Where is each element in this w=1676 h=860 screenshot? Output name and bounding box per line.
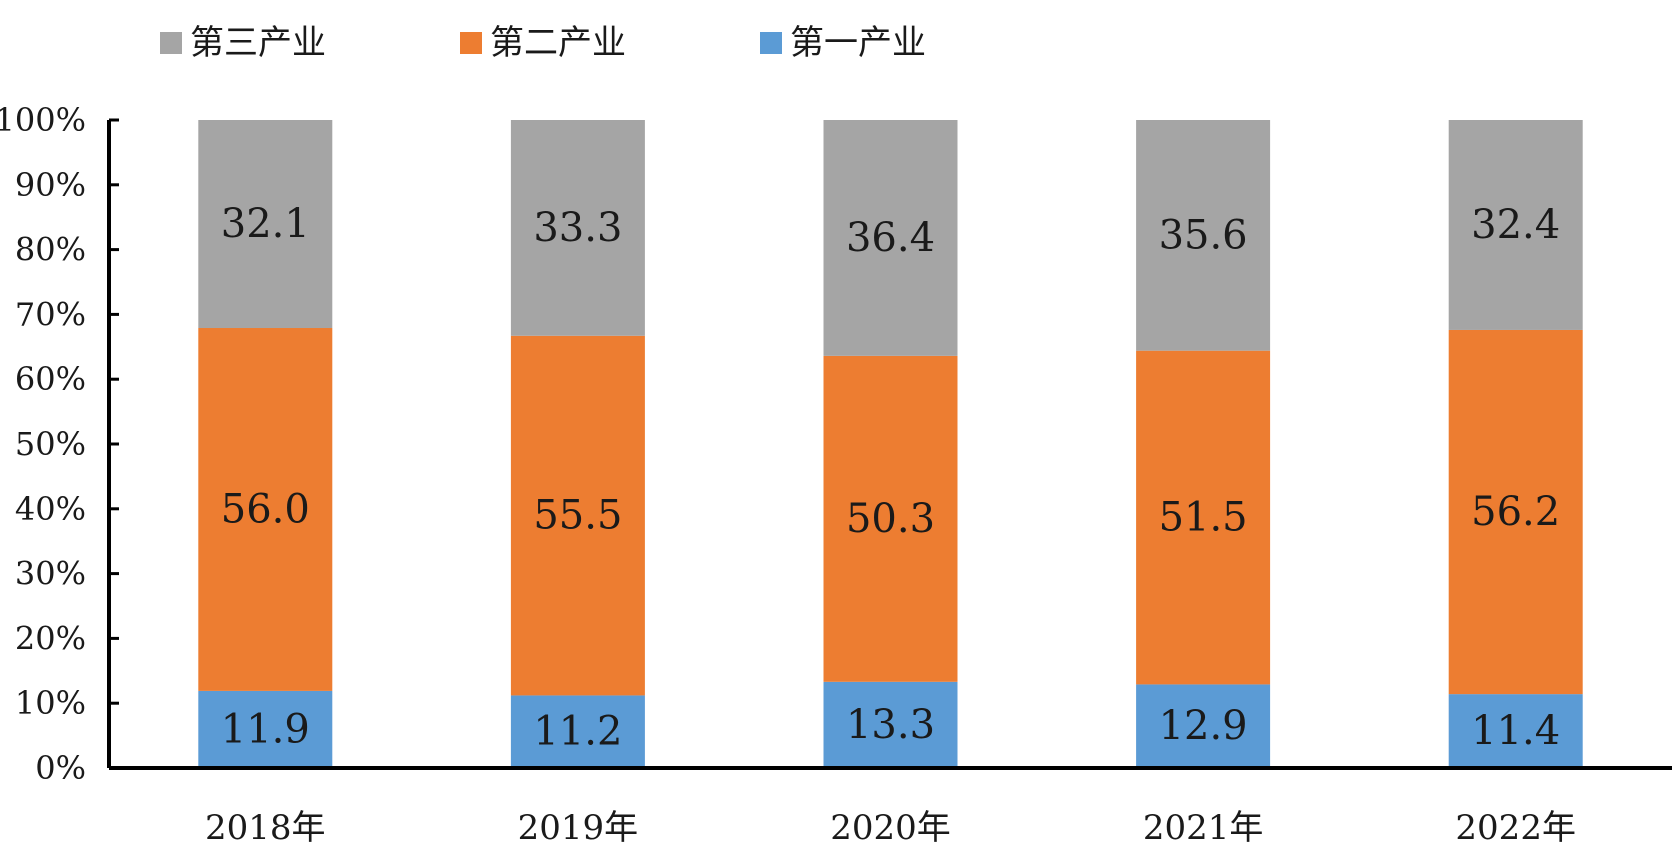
- data-label: 11.2: [533, 709, 622, 755]
- bar-segment: [198, 120, 333, 329]
- legend-label: 第三产业: [190, 23, 326, 63]
- y-tick-label: 40%: [15, 490, 86, 528]
- legend-label: 第一产业: [790, 23, 926, 63]
- y-tick-label: 0%: [35, 749, 86, 787]
- y-tick-label: 50%: [15, 425, 86, 463]
- bar-segment: [510, 120, 645, 336]
- y-tick-label: 80%: [15, 231, 86, 269]
- data-label: 35.6: [1159, 212, 1248, 258]
- y-tick-label: 60%: [15, 360, 86, 398]
- data-label: 12.9: [1159, 703, 1248, 749]
- data-label: 11.4: [1471, 708, 1560, 754]
- bar-segment: [1448, 120, 1583, 330]
- x-tick-label: 2019年: [518, 808, 639, 848]
- bar-segment: [823, 681, 958, 768]
- bar-segment: [510, 335, 645, 696]
- bar-segment: [823, 355, 958, 682]
- bar-segment: [1136, 684, 1271, 768]
- y-tick-label: 100%: [0, 101, 86, 139]
- data-label: 36.4: [846, 215, 935, 261]
- legend-label: 第二产业: [490, 23, 626, 63]
- bar-segment: [1448, 329, 1583, 695]
- x-tick-label: 2018年: [205, 808, 326, 848]
- bar-segment: [1136, 120, 1271, 351]
- bar-segment: [1448, 694, 1583, 768]
- data-label: 32.1: [221, 201, 310, 247]
- data-label: 50.3: [846, 496, 935, 542]
- data-label: 51.5: [1159, 495, 1248, 541]
- bar-segment: [198, 690, 333, 768]
- bar-segment: [1136, 350, 1271, 685]
- legend: 第三产业 第二产业 第一产业: [160, 23, 926, 63]
- data-label: 56.0: [221, 486, 310, 532]
- y-tick-label: 90%: [15, 166, 86, 204]
- data-label: 55.5: [533, 493, 622, 539]
- y-tick-label: 10%: [15, 684, 86, 722]
- bars: 11.9 56.0 32.1 11.2 55.5 33.3 13.3 50.3 36.4 12.9…: [198, 120, 1583, 768]
- y-tick-label: 20%: [15, 619, 86, 657]
- bar-segment: [823, 120, 958, 356]
- axes: 2018年 2019年 2020年 2021年 2022年 0% 10% 20% 30% 40% 5…: [0, 101, 1672, 848]
- data-label: 32.4: [1471, 202, 1560, 248]
- bar-segment: [510, 695, 645, 768]
- data-label: 56.2: [1471, 489, 1560, 535]
- y-tick-label: 70%: [15, 295, 86, 333]
- x-tick-label: 2020年: [830, 808, 951, 848]
- data-label: 11.9: [221, 706, 310, 752]
- bar-segment: [198, 328, 333, 691]
- y-tick-label: 30%: [15, 555, 86, 593]
- data-label: 33.3: [533, 205, 622, 251]
- x-tick-label: 2022年: [1455, 808, 1576, 848]
- x-tick-label: 2021年: [1143, 808, 1264, 848]
- legend-swatch: [760, 32, 782, 54]
- legend-swatch: [160, 32, 182, 54]
- data-label: 13.3: [846, 702, 935, 748]
- legend-swatch: [460, 32, 482, 54]
